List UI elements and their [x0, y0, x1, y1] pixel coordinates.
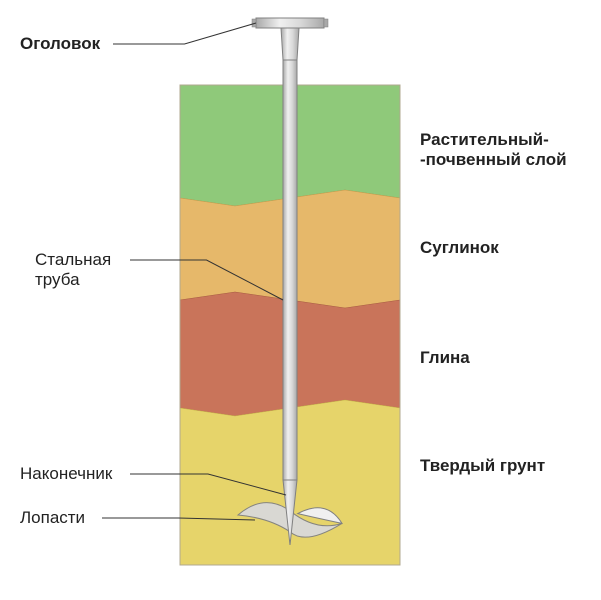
- pile-neck: [281, 28, 299, 60]
- diagram-svg: [0, 0, 601, 600]
- pile-head-flange: [256, 18, 324, 28]
- label-layer-vegetation: Растительный- -почвенный слой: [420, 130, 567, 171]
- pile-shaft: [283, 60, 297, 480]
- label-shaft: Стальная труба: [35, 250, 111, 291]
- label-tip: Наконечник: [20, 464, 112, 484]
- label-layer-hard: Твердый грунт: [420, 456, 545, 476]
- label-layer-loam: Суглинок: [420, 238, 499, 258]
- label-layer-clay: Глина: [420, 348, 470, 368]
- label-head: Оголовок: [20, 34, 100, 54]
- leader-head: [113, 23, 256, 44]
- label-blades: Лопасти: [20, 508, 85, 528]
